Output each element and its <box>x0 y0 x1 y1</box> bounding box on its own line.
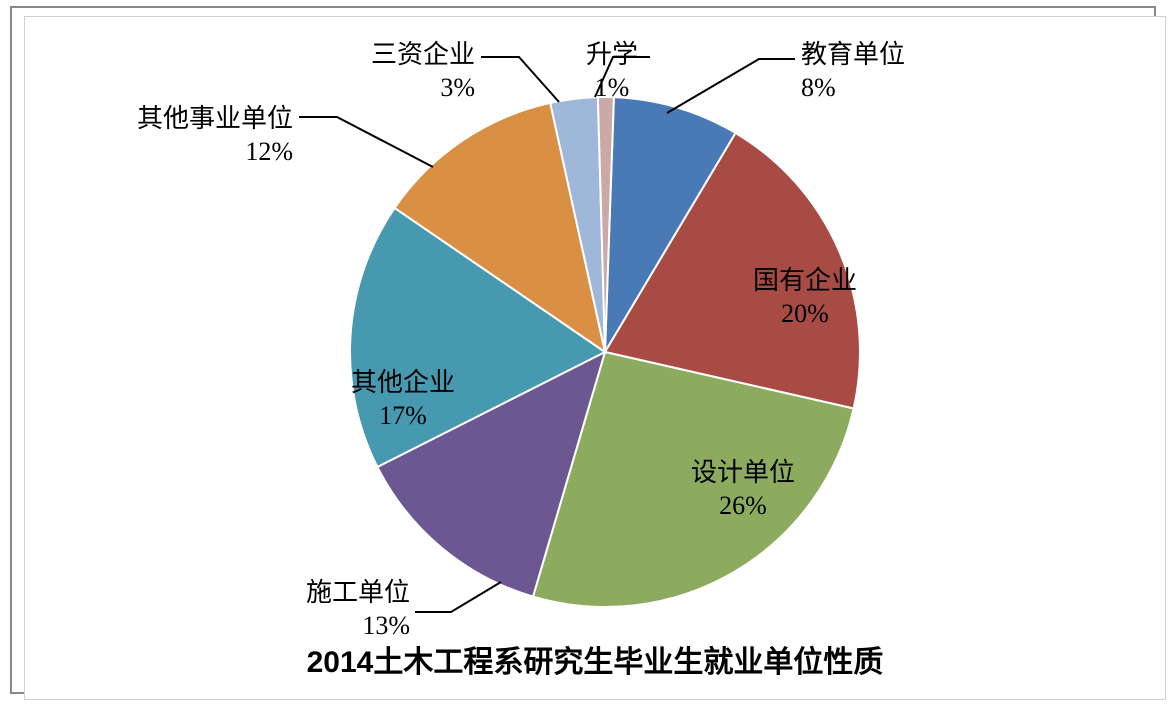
slice-label-name: 设计单位 <box>691 457 795 490</box>
slice-label: 设计单位26% <box>691 457 795 522</box>
slice-label-name: 升学 <box>586 39 638 72</box>
slice-label-name: 三资企业 <box>371 39 475 72</box>
leader-line <box>667 59 795 113</box>
slice-label: 升学1% <box>586 39 638 104</box>
leader-line <box>299 117 433 167</box>
slice-label: 施工单位13% <box>306 577 410 642</box>
slice-label-percent: 26% <box>691 490 795 523</box>
slice-label: 国有企业20% <box>753 265 857 330</box>
slice-label-percent: 8% <box>801 72 905 105</box>
chart-title: 2014土木工程系研究生毕业生就业单位性质 <box>25 637 1165 681</box>
slice-label: 其他事业单位12% <box>137 103 293 168</box>
leader-line <box>481 57 559 102</box>
slice-label-name: 国有企业 <box>753 265 857 298</box>
slice-label-percent: 1% <box>586 72 638 105</box>
slice-label-percent: 17% <box>351 400 455 433</box>
slice-label-name: 教育单位 <box>801 39 905 72</box>
chart-frame: 教育单位8% 国有企业20% 设计单位26% 施工单位13% 其他企业17% 其他事业单位… <box>10 6 1156 694</box>
slice-label: 教育单位8% <box>801 39 905 104</box>
slice-label-name: 施工单位 <box>306 577 410 610</box>
slice-label-percent: 3% <box>371 72 475 105</box>
slice-label-percent: 12% <box>137 136 293 169</box>
slice-label-percent: 20% <box>753 298 857 331</box>
leader-line <box>415 582 501 612</box>
slice-label: 三资企业3% <box>371 39 475 104</box>
slice-label: 其他企业17% <box>351 367 455 432</box>
slice-label-name: 其他事业单位 <box>137 103 293 136</box>
plot-area: 教育单位8% 国有企业20% 设计单位26% 施工单位13% 其他企业17% 其他事业单位… <box>24 16 1166 700</box>
slice-label-name: 其他企业 <box>351 367 455 400</box>
